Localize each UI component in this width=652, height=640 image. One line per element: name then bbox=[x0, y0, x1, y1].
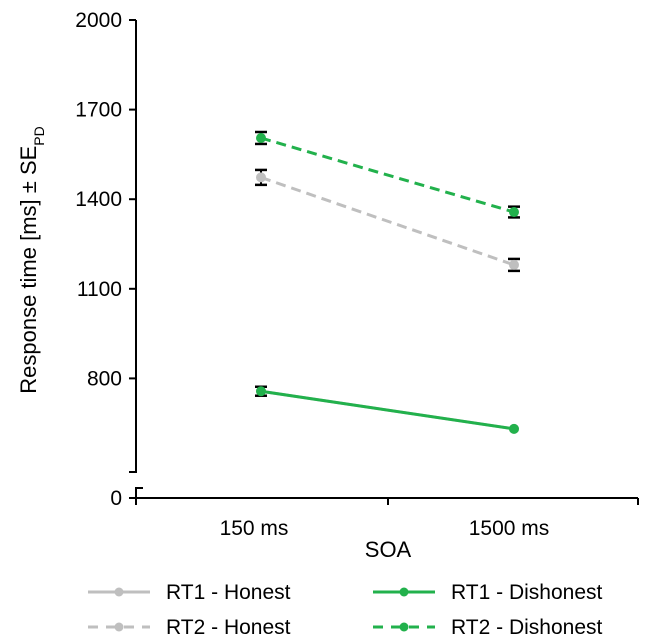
y-ticks: 0 800 1100 1400 1700 2000 bbox=[75, 9, 136, 510]
y-tick-label: 800 bbox=[87, 367, 122, 390]
y-tick-label: 1400 bbox=[75, 188, 122, 211]
series-rt1-dishonest bbox=[255, 385, 519, 434]
y-axis-title-subscript: PD bbox=[31, 126, 47, 145]
y-tick-label: 1100 bbox=[77, 278, 122, 301]
data-point bbox=[256, 386, 266, 397]
legend: RT1 - Honest RT1 - Dishonest RT2 - Honest R… bbox=[88, 581, 603, 639]
legend-item: RT2 - Dishonest bbox=[373, 616, 603, 639]
x-tick-label: 1500 ms bbox=[469, 517, 550, 540]
y-tick-label: 0 bbox=[110, 487, 122, 510]
y-axis-title: Response time [ms] ± SEPD bbox=[16, 126, 47, 394]
data-point bbox=[509, 207, 519, 218]
series-layer bbox=[255, 130, 520, 434]
legend-item: RT1 - Honest bbox=[88, 581, 291, 604]
y-tick-label: 1700 bbox=[75, 99, 122, 122]
data-point bbox=[509, 259, 519, 270]
legend-marker bbox=[114, 587, 124, 597]
legend-marker bbox=[399, 622, 409, 632]
legend-label: RT2 - Dishonest bbox=[451, 616, 603, 639]
series-rt2-dishonest bbox=[255, 130, 520, 219]
legend-marker bbox=[114, 622, 124, 632]
legend-label: RT1 - Honest bbox=[166, 581, 291, 604]
legend-marker bbox=[399, 587, 409, 597]
legend-item: RT1 - Dishonest bbox=[373, 581, 603, 604]
series-line bbox=[260, 136, 515, 214]
series-line bbox=[260, 389, 515, 431]
legend-item: RT2 - Honest bbox=[88, 616, 291, 639]
data-point bbox=[509, 423, 519, 434]
legend-label: RT2 - Honest bbox=[166, 616, 291, 639]
series-rt2-honest bbox=[255, 168, 520, 273]
series-line bbox=[260, 175, 515, 267]
x-ticks: 150 ms 1500 ms bbox=[220, 517, 550, 540]
data-point bbox=[256, 132, 266, 143]
legend-label: RT1 - Dishonest bbox=[451, 581, 603, 604]
axes bbox=[129, 20, 639, 505]
y-tick-label: 2000 bbox=[75, 9, 122, 32]
data-point bbox=[256, 172, 266, 183]
x-tick-label: 150 ms bbox=[220, 517, 289, 540]
x-axis-title: SOA bbox=[365, 537, 412, 562]
